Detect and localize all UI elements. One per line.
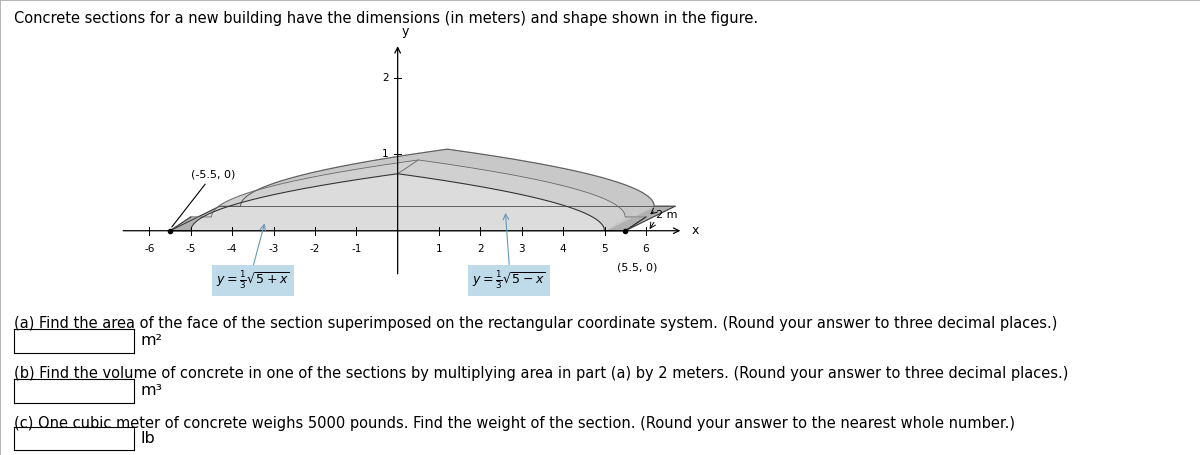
Polygon shape (170, 217, 646, 231)
Text: -5: -5 (186, 244, 196, 254)
Text: (a) Find the area of the face of the section superimposed on the rectangular coo: (a) Find the area of the face of the sec… (14, 316, 1057, 331)
Text: (c) One cubic meter of concrete weighs 5000 pounds. Find the weight of the secti: (c) One cubic meter of concrete weighs 5… (14, 416, 1015, 431)
Polygon shape (191, 160, 625, 231)
Text: (-5.5, 0): (-5.5, 0) (172, 169, 235, 227)
Polygon shape (625, 217, 646, 231)
Polygon shape (170, 174, 625, 231)
Text: 2 m: 2 m (656, 210, 678, 220)
Text: $y=\frac{1}{3}\sqrt{5+x}$: $y=\frac{1}{3}\sqrt{5+x}$ (216, 269, 290, 291)
Text: m³: m³ (140, 384, 162, 398)
Text: (5.5, 0): (5.5, 0) (617, 263, 658, 273)
Text: -6: -6 (144, 244, 155, 254)
Text: m²: m² (140, 334, 162, 348)
Text: x: x (691, 224, 698, 237)
Polygon shape (220, 149, 674, 206)
Text: Concrete sections for a new building have the dimensions (in meters) and shape s: Concrete sections for a new building hav… (14, 11, 758, 26)
Text: (b) Find the volume of concrete in one of the sections by multiplying area in pa: (b) Find the volume of concrete in one o… (14, 366, 1069, 381)
Text: 1: 1 (436, 244, 443, 254)
Text: -3: -3 (269, 244, 278, 254)
Text: y: y (402, 25, 409, 38)
Text: -1: -1 (352, 244, 361, 254)
Text: -2: -2 (310, 244, 320, 254)
Text: 2: 2 (478, 244, 484, 254)
Text: $y=\frac{1}{3}\sqrt{5-x}$: $y=\frac{1}{3}\sqrt{5-x}$ (473, 269, 546, 291)
Text: 3: 3 (518, 244, 526, 254)
Polygon shape (191, 149, 654, 231)
Text: -4: -4 (227, 244, 238, 254)
Polygon shape (170, 206, 674, 231)
Text: lb: lb (140, 431, 155, 446)
Text: 2: 2 (382, 73, 389, 83)
Text: 4: 4 (560, 244, 566, 254)
Text: 5: 5 (601, 244, 608, 254)
Text: 6: 6 (643, 244, 649, 254)
Polygon shape (191, 160, 646, 217)
Text: 1: 1 (382, 149, 389, 159)
